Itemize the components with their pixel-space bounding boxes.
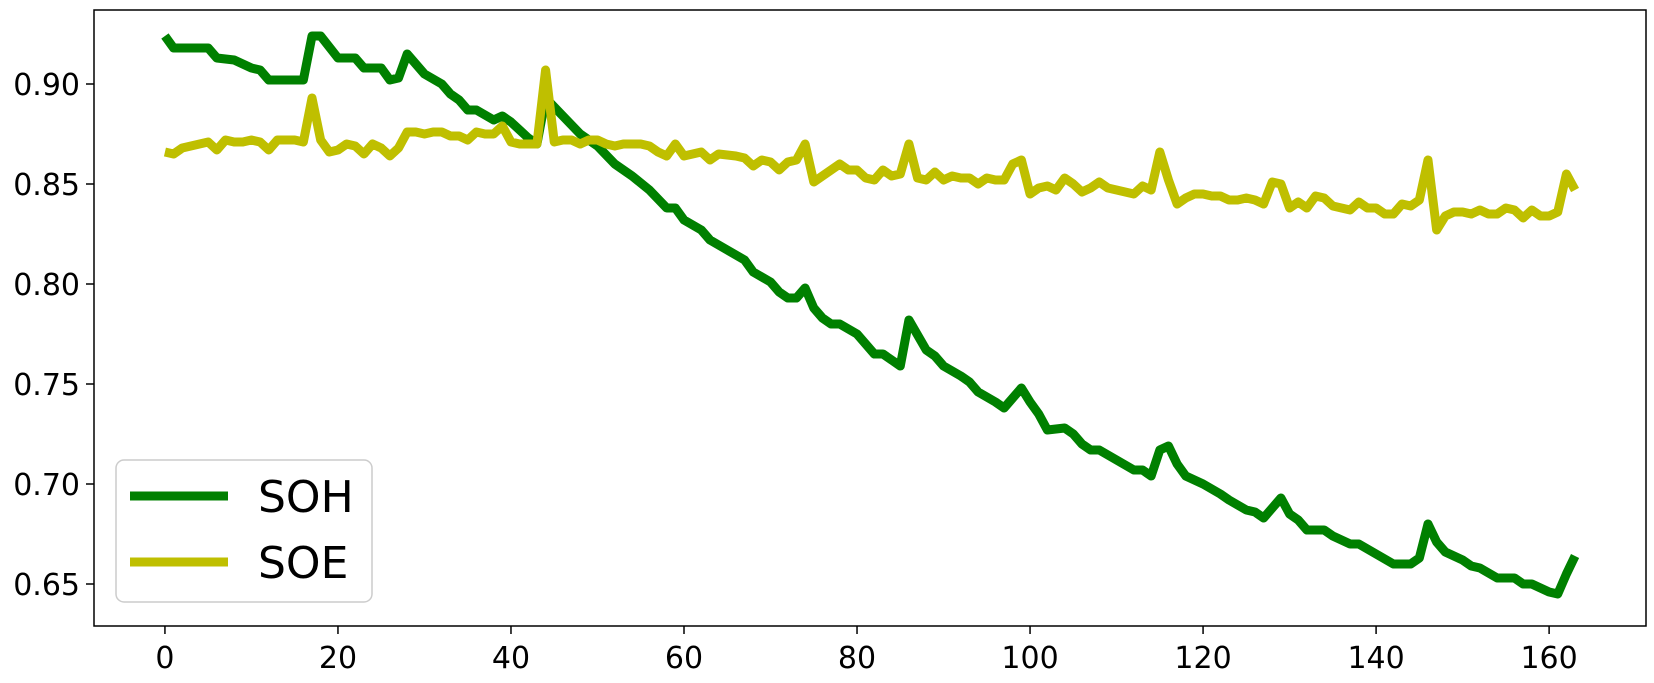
x-tick-label: 120 bbox=[1174, 641, 1231, 676]
x-tick-label: 100 bbox=[1001, 641, 1058, 676]
x-tick-label: 40 bbox=[492, 641, 530, 676]
x-tick-label: 20 bbox=[319, 641, 357, 676]
series-line-soe bbox=[163, 65, 1580, 235]
x-tick-label: 140 bbox=[1347, 641, 1404, 676]
axis-ticks: 0 20 40 60 80 100 120 140 160 0.65 0.70 0.75 0.80 0.8… bbox=[13, 68, 1578, 676]
legend-label-soh: SOH bbox=[258, 472, 354, 523]
legend: SOH SOE bbox=[115, 459, 373, 603]
y-tick-label: 0.80 bbox=[13, 268, 80, 303]
y-tick-label: 0.90 bbox=[13, 68, 80, 103]
y-tick-label: 0.75 bbox=[13, 368, 80, 403]
y-tick-label: 0.65 bbox=[13, 568, 80, 603]
y-tick-label: 0.85 bbox=[13, 168, 80, 203]
legend-label-soe: SOE bbox=[258, 538, 348, 589]
x-tick-label: 80 bbox=[838, 641, 876, 676]
x-tick-label: 60 bbox=[665, 641, 703, 676]
x-tick-label: 0 bbox=[155, 641, 174, 676]
plot-frame bbox=[93, 9, 1647, 627]
series-line-soh bbox=[161, 31, 1580, 599]
series-lines bbox=[161, 31, 1580, 599]
y-tick-label: 0.70 bbox=[13, 468, 80, 503]
x-tick-label: 160 bbox=[1520, 641, 1577, 676]
